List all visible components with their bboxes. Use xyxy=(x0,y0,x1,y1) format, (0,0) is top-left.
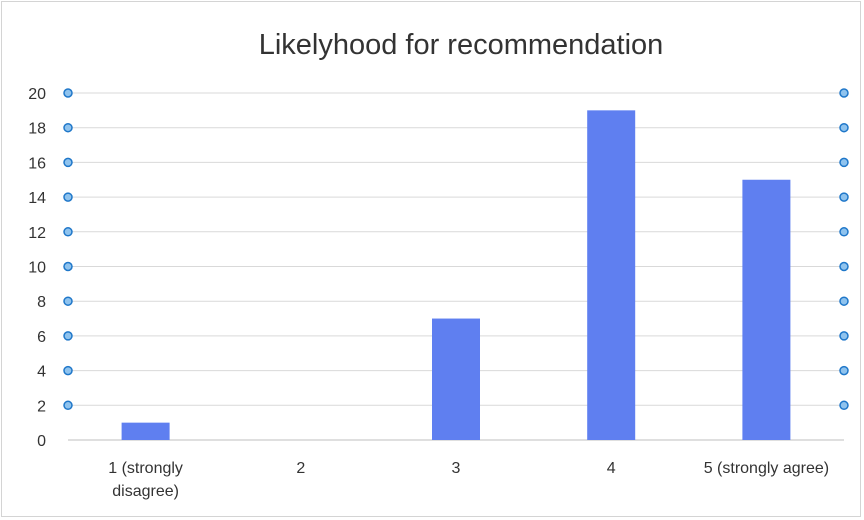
y-tick-label: 4 xyxy=(37,364,46,381)
y-tick-label: 6 xyxy=(37,329,46,346)
left-handle-icon[interactable] xyxy=(63,261,73,272)
right-handle-icon[interactable] xyxy=(839,365,849,376)
x-tick-label: 1 (strongly xyxy=(108,460,183,477)
x-tick-label: 3 xyxy=(452,460,461,477)
y-tick-label: 16 xyxy=(28,155,46,172)
bars-layer xyxy=(121,110,791,440)
grid-layer xyxy=(68,92,844,441)
right-handle-icon[interactable] xyxy=(839,331,849,341)
left-handle-icon[interactable] xyxy=(63,88,73,98)
y-tick-label: 2 xyxy=(37,398,46,415)
left-handle-icon[interactable] xyxy=(63,400,73,411)
left-handle-icon[interactable] xyxy=(63,365,73,376)
y-tick-label: 12 xyxy=(28,225,46,242)
bar xyxy=(432,318,480,440)
x-tick-label: 4 xyxy=(607,460,616,477)
y-tick-label: 18 xyxy=(28,121,46,138)
y-tick-label: 10 xyxy=(28,260,46,277)
right-handle-icon[interactable] xyxy=(839,157,849,168)
chart-title: Likelyhood for recommendation xyxy=(259,29,664,61)
x-axis-ticks: 1 (strongly disagree) 2 3 4 5 (strongly agree… xyxy=(108,460,829,500)
right-handle-icon[interactable] xyxy=(839,400,849,411)
left-handle-icon[interactable] xyxy=(63,192,73,202)
bar xyxy=(742,179,791,440)
bar xyxy=(121,422,170,440)
y-tick-label: 20 xyxy=(28,86,46,103)
y-axis-ticks: 0 2 4 6 8 10 12 14 16 18 20 xyxy=(28,86,46,450)
right-handle-icon[interactable] xyxy=(839,296,849,306)
left-handle-icon[interactable] xyxy=(63,122,73,133)
y-tick-label: 14 xyxy=(28,190,46,207)
y-tick-label: 8 xyxy=(37,294,46,311)
right-handle-icon[interactable] xyxy=(839,122,849,133)
right-handle-icon[interactable] xyxy=(839,192,849,202)
x-tick-label: 2 xyxy=(296,460,305,477)
x-tick-label: 5 (strongly agree) xyxy=(704,460,829,477)
left-handle-icon[interactable] xyxy=(63,157,73,168)
left-handle-icon[interactable] xyxy=(63,296,73,306)
right-handle-icon[interactable] xyxy=(839,227,849,237)
right-handle-icon[interactable] xyxy=(839,261,849,272)
bar xyxy=(587,110,636,440)
selection-handles[interactable] xyxy=(63,88,849,411)
right-handle-icon[interactable] xyxy=(839,88,849,98)
y-tick-label: 0 xyxy=(37,433,46,450)
left-handle-icon[interactable] xyxy=(63,227,73,237)
x-tick-label: disagree) xyxy=(112,483,179,500)
left-handle-icon[interactable] xyxy=(63,331,73,341)
